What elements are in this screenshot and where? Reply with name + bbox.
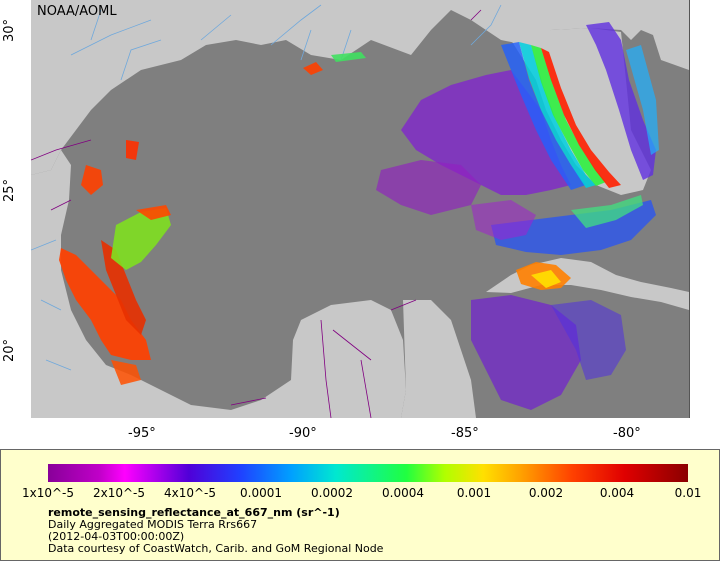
colorbar [48, 464, 688, 482]
map-area[interactable]: NOAA/AOML [31, 0, 690, 418]
colorbar-tick: 0.002 [528, 486, 564, 500]
colorbar-tick: 0.0002 [311, 486, 353, 500]
data-caribbean [471, 295, 581, 410]
border-lines [31, 9, 482, 418]
river-lines [31, 4, 502, 371]
colorbar-tick: 2x10^-5 [92, 486, 146, 500]
map-credit: NOAA/AOML [37, 4, 117, 19]
data-gulf-scatter-2 [471, 200, 536, 240]
lat-tick-30: 30° [2, 18, 17, 42]
legend-time: (2012-04-03T00:00:00Z) [48, 530, 185, 543]
data-red-west-6 [136, 205, 171, 220]
land-yucatan-east [401, 300, 476, 418]
data-florida-red [541, 48, 621, 188]
lon-tick-95: -95° [128, 426, 156, 441]
data-gulf-scatter [376, 160, 481, 215]
data-cuba-yellow [531, 270, 561, 288]
colorbar-tick: 0.001 [456, 486, 492, 500]
colorbar-tick: 4x10^-5 [163, 486, 217, 500]
lat-tick-20: 20° [2, 338, 17, 362]
data-red-west-3 [81, 165, 103, 195]
data-red-west-4 [126, 140, 139, 160]
data-florida-blue [501, 42, 586, 190]
data-north-coast-2 [331, 52, 366, 62]
map-canvas [31, 0, 689, 418]
lon-tick-90: -90° [289, 426, 317, 441]
data-florida-green [531, 45, 606, 186]
colorbar-tick: 0.004 [599, 486, 635, 500]
legend-dataset: Daily Aggregated MODIS Terra Rrs667 [48, 518, 258, 531]
data-florida-cyan [519, 42, 596, 188]
lon-tick-80: -80° [613, 426, 641, 441]
data-red-west [59, 248, 151, 360]
data-red-west-2 [101, 240, 146, 335]
colorbar-tick: 0.01 [674, 486, 702, 500]
lat-tick-25: 25° [2, 178, 17, 202]
colorbar-tick: 0.0004 [382, 486, 424, 500]
colorbar-tick: 0.0001 [240, 486, 282, 500]
data-green-west [111, 208, 171, 270]
lon-tick-85: -85° [451, 426, 479, 441]
data-north-coast [303, 62, 323, 75]
data-straits-green [571, 195, 643, 228]
legend-title: remote_sensing_reflectance_at_667_nm (sr… [48, 506, 340, 519]
data-florida-east [586, 22, 656, 180]
data-caribbean-2 [551, 300, 626, 380]
legend-panel: 1x10^-5 2x10^-5 4x10^-5 0.0001 0.0002 0.… [0, 449, 720, 561]
land-mexico-west [31, 150, 406, 418]
legend-courtesy: Data courtesy of CoastWatch, Carib. and … [48, 542, 384, 555]
colorbar-tick: 1x10^-5 [21, 486, 75, 500]
data-florida-east-2 [626, 45, 659, 155]
data-red-west-5 [111, 360, 141, 385]
